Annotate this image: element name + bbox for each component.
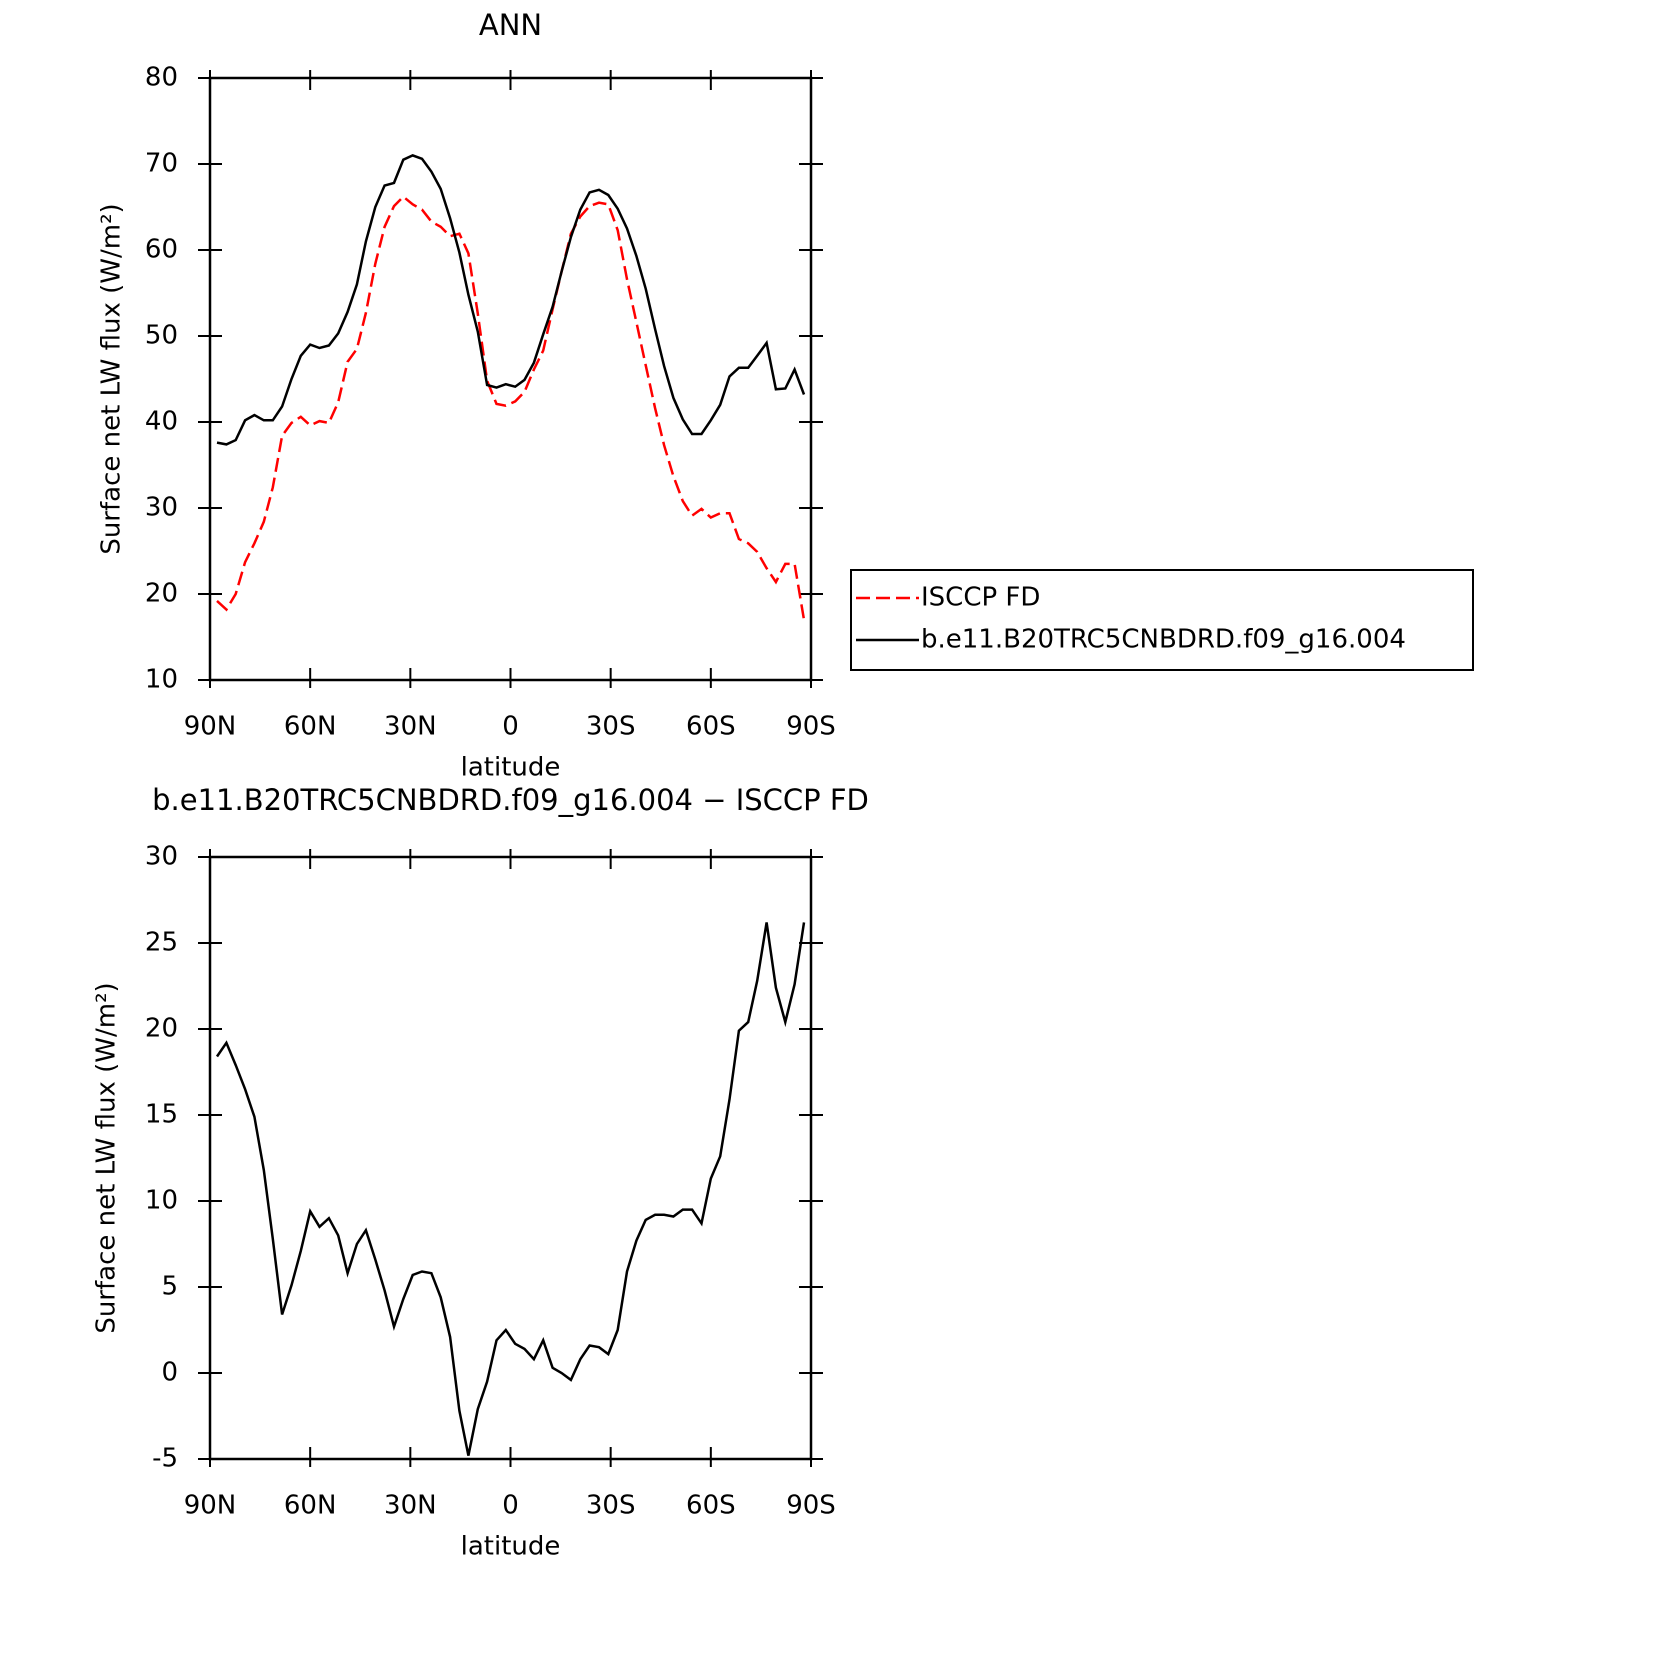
x-tick-label: 60N (284, 712, 337, 742)
data-line (215, 922, 806, 1456)
x-tick-label: 30S (586, 712, 636, 742)
y-tick-label: 25 (145, 928, 178, 958)
x-axis-label: latitude (461, 753, 561, 783)
x-axis-label: latitude (461, 1532, 561, 1562)
legend-label: ISCCP FD (921, 583, 1040, 613)
plot-frame (208, 855, 813, 1461)
x-tick-label: 30S (586, 1491, 636, 1521)
y-tick-label: -5 (152, 1444, 178, 1474)
x-tick-label: 90S (786, 1491, 836, 1521)
y-tick-label: 80 (145, 63, 178, 93)
y-tick-label: 60 (145, 235, 178, 265)
x-tick-label: 0 (502, 1491, 519, 1521)
x-tick-label: 60N (284, 1491, 337, 1521)
x-tick-label: 90N (184, 712, 237, 742)
x-tick-label: 60S (686, 1491, 736, 1521)
y-tick-label: 30 (145, 493, 178, 523)
y-tick-label: 0 (161, 1358, 178, 1388)
data-line (216, 154, 806, 446)
data-line (216, 195, 806, 621)
y-tick-label: 20 (145, 1014, 178, 1044)
y-tick-label: 30 (145, 842, 178, 872)
plot-frame (208, 76, 813, 682)
x-tick-label: 30N (384, 712, 437, 742)
y-axis-label: Surface net LW flux (W/m²) (97, 203, 127, 554)
x-tick-label: 60S (686, 712, 736, 742)
chart-title: ANN (479, 8, 542, 42)
y-tick-label: 10 (145, 665, 178, 695)
y-tick-label: 70 (145, 149, 178, 179)
x-tick-label: 30N (384, 1491, 437, 1521)
y-tick-label: 20 (145, 579, 178, 609)
y-tick-label: 15 (145, 1100, 178, 1130)
legend-box (850, 569, 1474, 671)
y-tick-label: 40 (145, 407, 178, 437)
x-tick-label: 0 (502, 712, 519, 742)
y-tick-label: 10 (145, 1186, 178, 1216)
chart-title: b.e11.B20TRC5CNBDRD.f09_g16.004 − ISCCP … (152, 783, 869, 817)
x-tick-label: 90S (786, 712, 836, 742)
x-tick-label: 90N (184, 1491, 237, 1521)
y-tick-label: 5 (161, 1272, 178, 1302)
y-axis-label: Surface net LW flux (W/m²) (92, 982, 122, 1333)
y-tick-label: 50 (145, 321, 178, 351)
legend-label: b.e11.B20TRC5CNBDRD.f09_g16.004 (921, 625, 1406, 655)
